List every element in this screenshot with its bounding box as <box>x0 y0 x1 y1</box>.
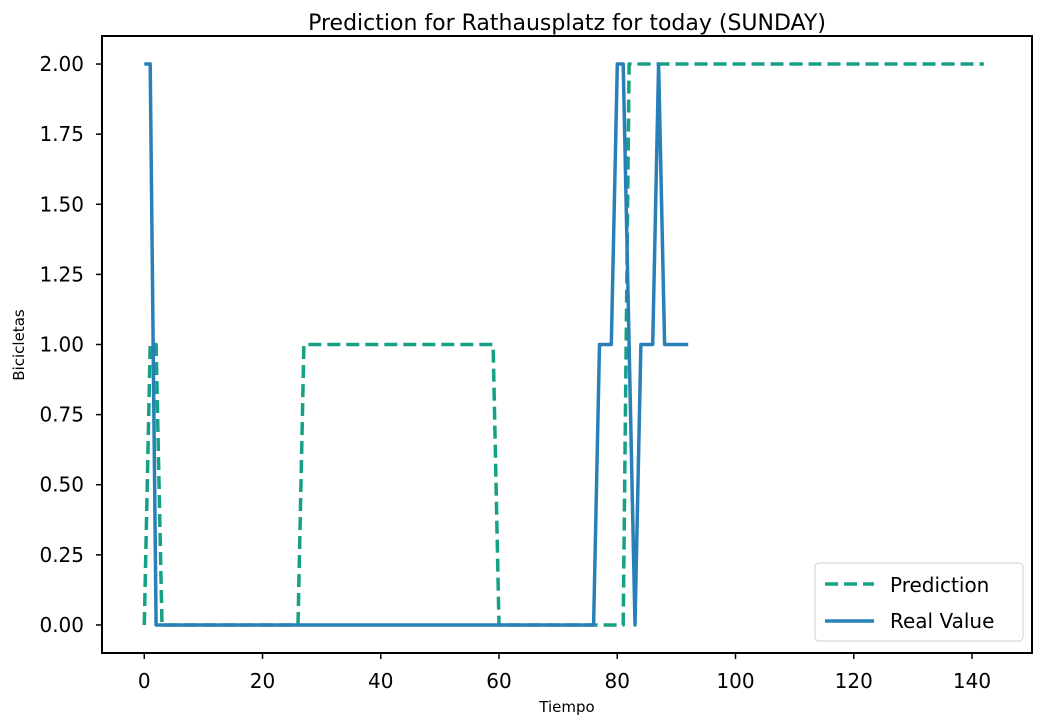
x-tick-label: 140 <box>953 669 991 693</box>
x-tick-label: 80 <box>605 669 630 693</box>
plot-lines <box>142 62 984 627</box>
chart-title: Prediction for Rathausplatz for today (S… <box>308 11 826 36</box>
x-tick-label: 0 <box>138 669 151 693</box>
y-tick-label: 1.25 <box>39 262 84 286</box>
legend-label-real-value: Real Value <box>890 609 994 633</box>
x-tick-label: 40 <box>368 669 393 693</box>
series-line-prediction <box>142 62 984 627</box>
series-line-real-value <box>144 62 689 627</box>
legend: Prediction Real Value <box>814 562 1024 642</box>
y-axis-label: Bicicletas <box>10 309 28 381</box>
y-tick-label: 1.00 <box>39 333 84 357</box>
y-tick-label: 0.50 <box>39 473 84 497</box>
y-tick-label: 2.00 <box>39 52 84 76</box>
x-axis-label: Tiempo <box>538 698 594 716</box>
plot-frame <box>101 35 1033 654</box>
y-tick-label: 0.00 <box>39 613 84 637</box>
legend-label-prediction: Prediction <box>890 573 989 597</box>
y-axis-ticks: 0.00 0.25 0.50 0.75 1.00 1.25 1.50 1.75 2.00 <box>39 52 102 637</box>
y-tick-label: 1.50 <box>39 192 84 216</box>
x-tick-label: 20 <box>250 669 275 693</box>
x-tick-label: 60 <box>486 669 511 693</box>
y-tick-label: 0.25 <box>39 543 84 567</box>
y-tick-label: 0.75 <box>39 403 84 427</box>
y-tick-label: 1.75 <box>39 122 84 146</box>
x-axis-ticks: 0 20 40 60 80 100 120 140 <box>138 653 991 693</box>
x-tick-label: 100 <box>716 669 754 693</box>
x-tick-label: 120 <box>835 669 873 693</box>
